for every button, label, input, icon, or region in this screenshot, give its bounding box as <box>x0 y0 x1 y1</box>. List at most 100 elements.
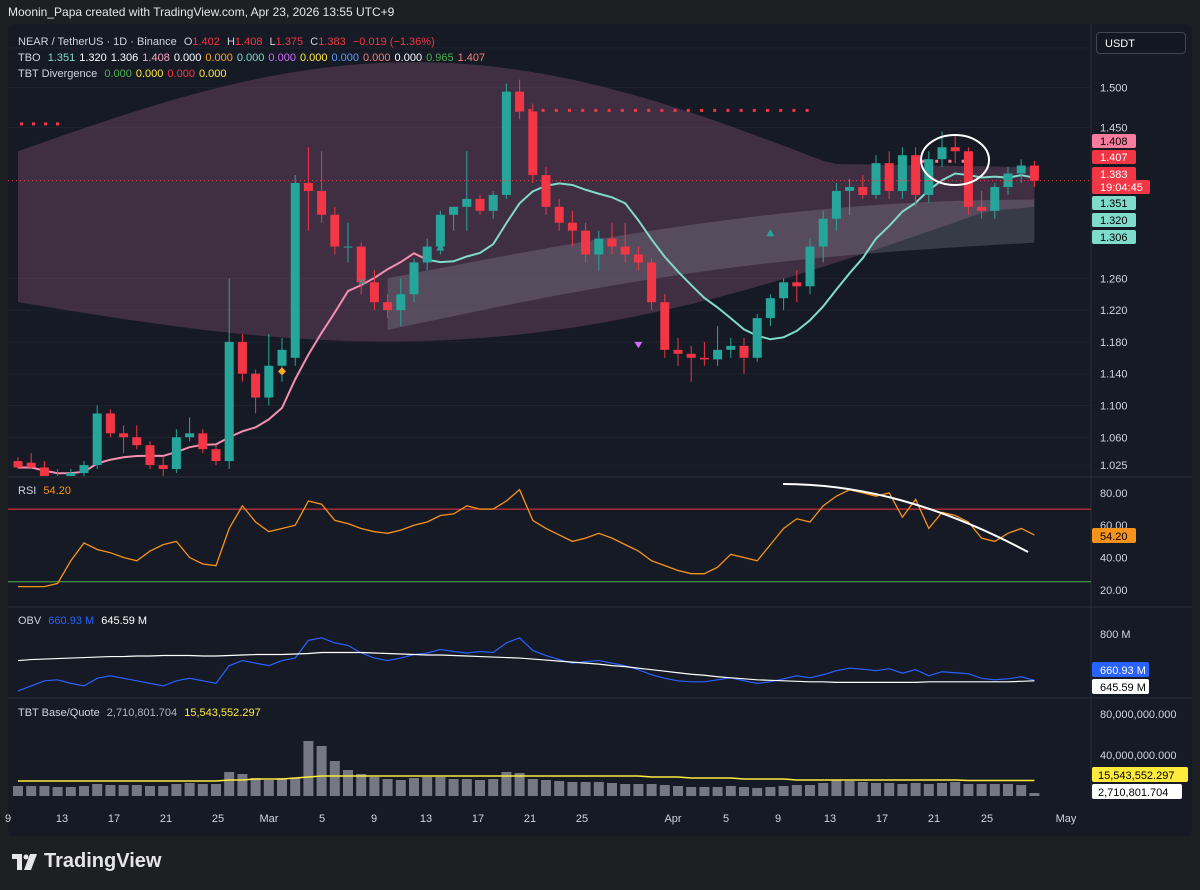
resistance-dot <box>528 108 532 112</box>
rsi-legend: RSI 54.20 <box>18 485 75 497</box>
candle-body <box>171 437 181 470</box>
candle-body <box>158 465 168 470</box>
tbt-value-2: 15,543,552.297 <box>184 707 261 719</box>
tbo-value: 0.000 <box>331 52 359 64</box>
candle-body <box>845 186 855 191</box>
volume-bar <box>303 741 314 796</box>
volume-bar <box>39 786 50 796</box>
resistance-dot <box>44 122 47 126</box>
volume-pane <box>13 741 1040 796</box>
candle-body <box>1029 165 1039 181</box>
volume-bar <box>739 787 749 796</box>
resistance-dot <box>647 108 651 112</box>
candle-body <box>26 462 36 468</box>
candle <box>805 238 815 295</box>
divergence-value: 0.000 <box>104 68 132 80</box>
candle-body <box>211 449 221 462</box>
volume-bar <box>541 780 551 796</box>
resistance-dot <box>792 108 796 112</box>
candle-body <box>237 341 247 374</box>
tbo-value: 1.320 <box>79 52 107 64</box>
divergence-value: 0.000 <box>198 68 227 80</box>
candle-body <box>435 214 445 247</box>
candle-body <box>752 318 762 358</box>
candle <box>185 417 195 442</box>
candle <box>13 457 23 470</box>
volume-bar <box>976 784 987 796</box>
candle-body <box>633 254 643 263</box>
resistance-dot <box>594 108 598 112</box>
candle-body <box>884 163 894 191</box>
candle-body <box>264 365 274 398</box>
candle <box>765 294 775 327</box>
candle-body <box>105 413 115 434</box>
volume-bar <box>831 780 842 796</box>
resistance-dot <box>779 108 783 112</box>
candle-body <box>330 214 340 247</box>
candle-body <box>66 473 76 476</box>
volume-bar <box>13 786 23 796</box>
resistance-dot <box>700 108 703 112</box>
divergence-values: 0.000 0.000 0.000 0.000 <box>104 68 230 80</box>
candle-body <box>686 353 696 358</box>
candle <box>528 103 538 184</box>
volume-bar <box>897 784 908 796</box>
candle <box>594 230 604 271</box>
candle <box>449 206 459 231</box>
currency-button[interactable]: USDT <box>1096 32 1186 54</box>
candle-body <box>198 433 208 450</box>
tradingview-logo: TradingView <box>12 850 161 873</box>
time-tick-label: Apr <box>664 813 681 825</box>
candle <box>831 183 841 231</box>
tbo-lower-cloud <box>387 199 1035 330</box>
chart-panel[interactable] <box>8 24 1192 836</box>
obv-badge-1-bg <box>1092 662 1149 677</box>
buy-signal-icon <box>436 242 445 251</box>
tbt-legend: TBT Base/Quote 2,710,801.704 15,543,552.… <box>18 707 265 719</box>
candle <box>198 429 208 454</box>
resistance-dot <box>686 108 690 112</box>
rsi-band <box>8 509 1091 574</box>
tbo-value: 1.408 <box>142 52 170 64</box>
resistance-dot <box>568 108 571 112</box>
tbo-value: 0.000 <box>236 52 265 64</box>
candle-body <box>726 345 736 350</box>
candle-body <box>713 349 723 360</box>
low-label: L <box>269 36 276 48</box>
volume-bar <box>184 783 195 796</box>
volume-bar <box>659 785 670 796</box>
candle-body <box>554 206 564 223</box>
cross-signal-icon: ✕ <box>357 277 366 289</box>
price-badge-text: 1.408 <box>1100 136 1128 148</box>
price-tick-label: 1.025 <box>1100 460 1128 472</box>
volume-bar <box>329 761 340 796</box>
time-tick-label: 9 <box>775 813 781 825</box>
tbo-value: 1.407 <box>457 52 486 64</box>
price-badge-text: 19:04:45 <box>1100 182 1143 194</box>
volume-bar <box>884 783 895 796</box>
volume-bar <box>1016 785 1027 796</box>
time-tick-label: 9 <box>371 813 377 825</box>
obv-value-2: 645.59 M <box>101 615 148 627</box>
candle-body <box>818 218 828 247</box>
divergence-legend: TBT Divergence 0.000 0.000 0.000 0.000 <box>18 68 234 80</box>
volume-bar <box>910 783 921 796</box>
volume-bar <box>725 786 736 796</box>
volume-bar <box>145 786 155 796</box>
candle <box>871 155 881 199</box>
candle <box>383 294 393 319</box>
candle-body <box>911 155 921 195</box>
volume-bar <box>237 774 248 796</box>
resistance-dot <box>673 108 677 112</box>
candle-body <box>396 294 406 311</box>
candle-body <box>673 349 683 354</box>
volume-bar <box>1003 784 1013 796</box>
volume-bar <box>567 782 578 796</box>
tbt-label: TBT Base/Quote <box>18 707 100 719</box>
candle-body <box>607 238 617 247</box>
candle-body <box>699 357 709 360</box>
candle <box>1016 159 1026 184</box>
candle-body <box>501 91 511 195</box>
volume-bar <box>290 778 301 796</box>
